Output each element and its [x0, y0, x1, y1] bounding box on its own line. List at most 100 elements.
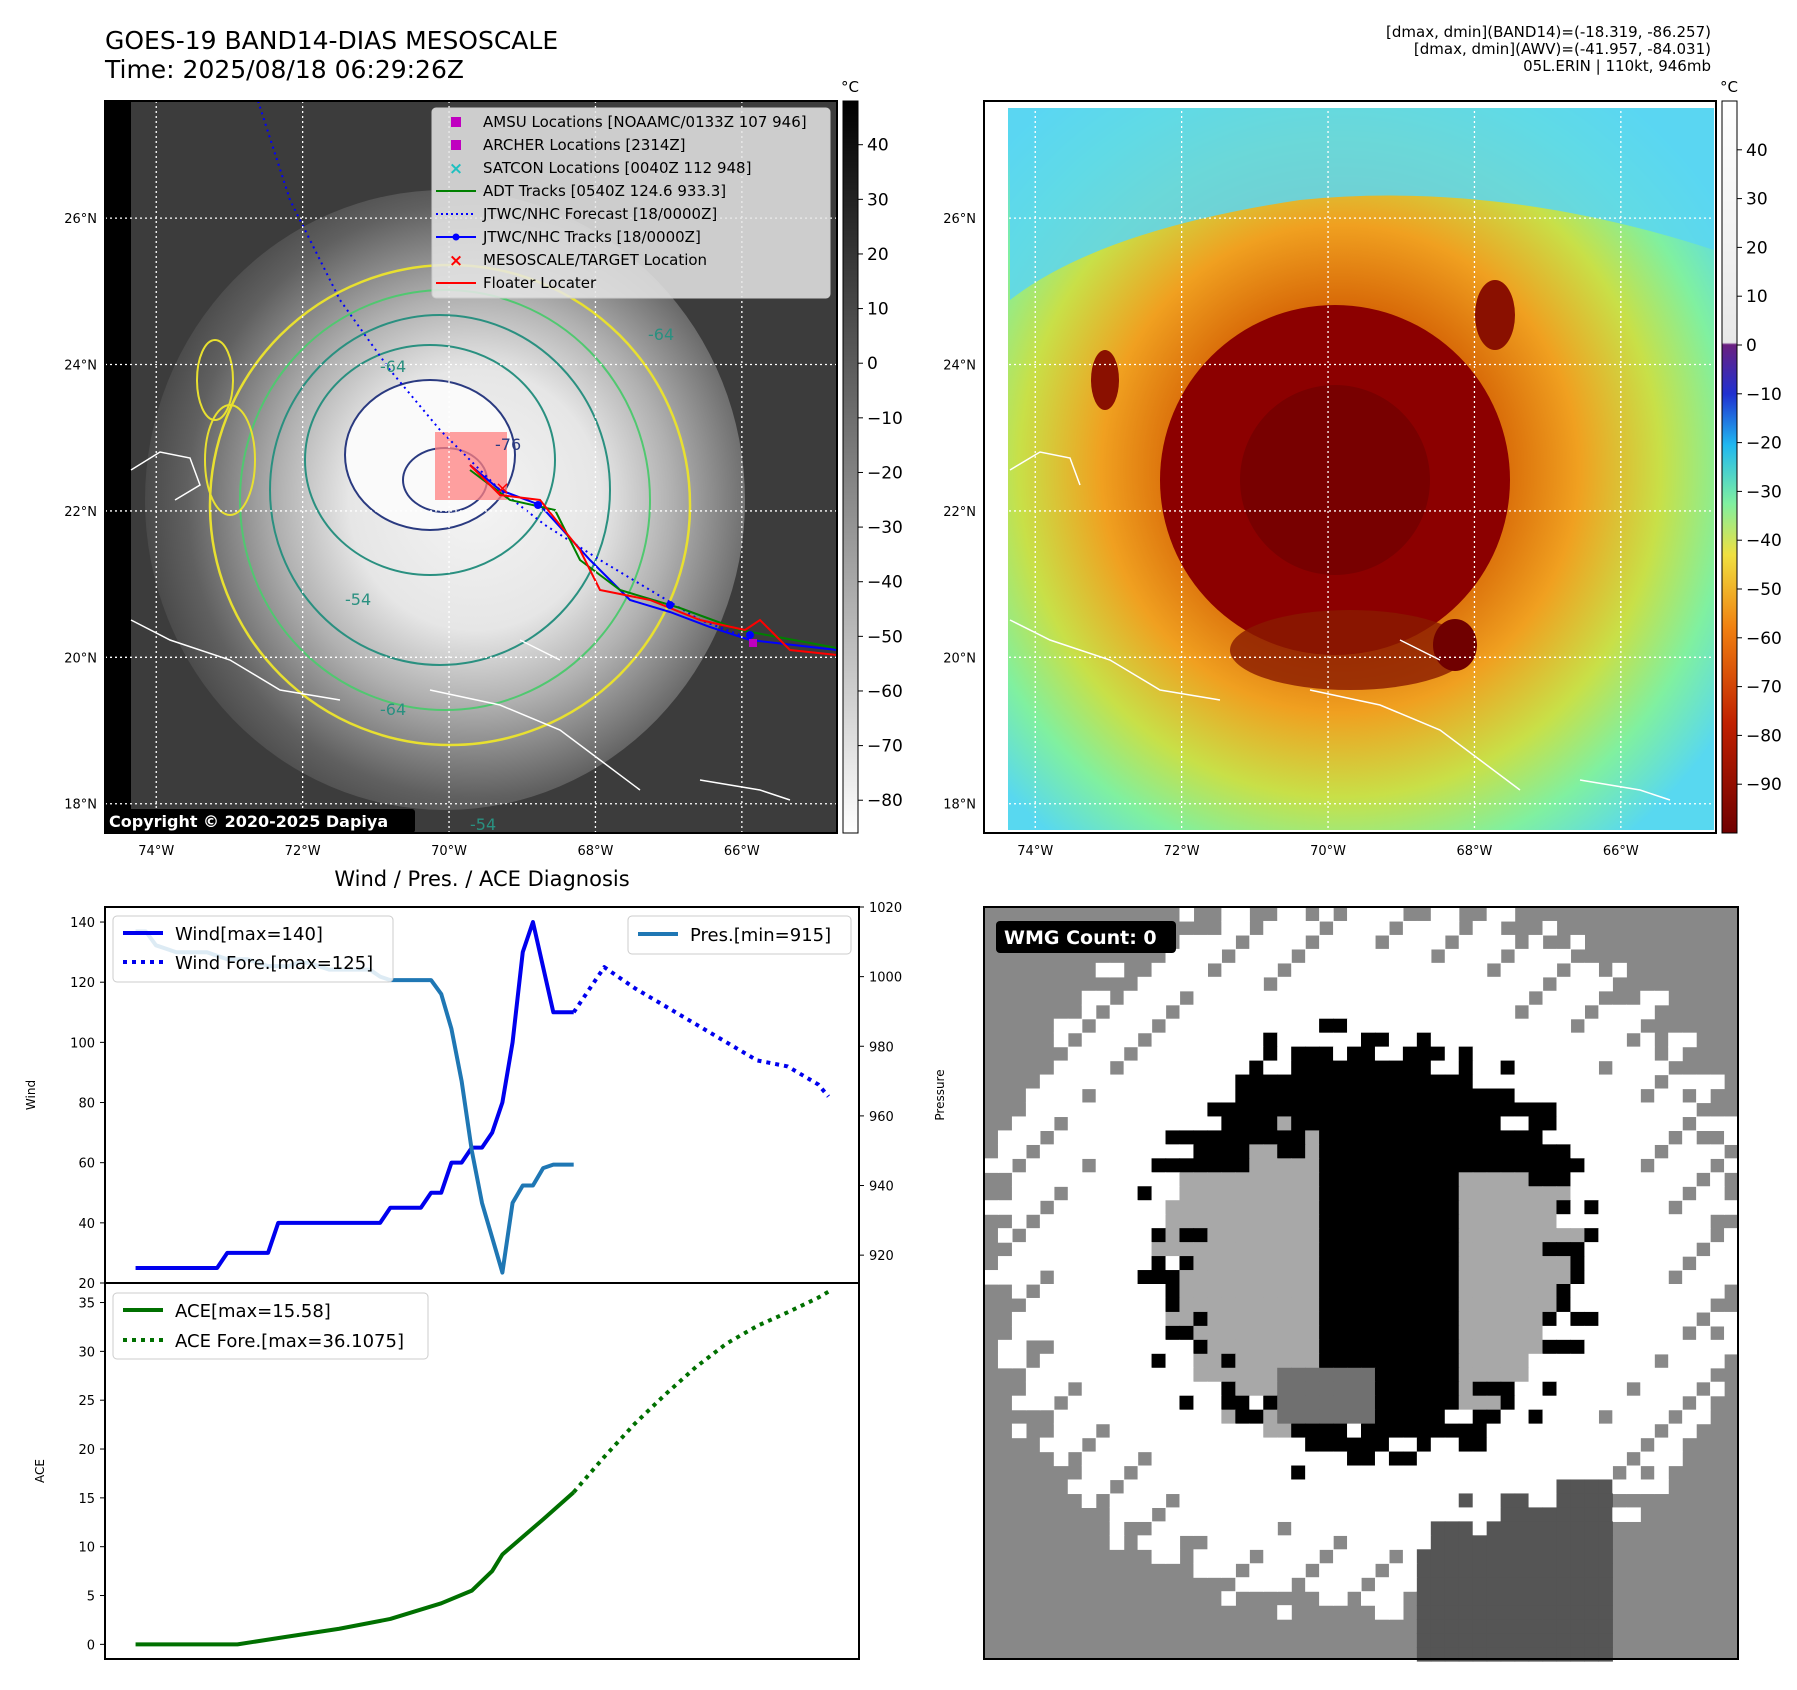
wmg-cell — [1402, 1046, 1418, 1062]
colorbar-tick-label: −40 — [867, 573, 903, 593]
wmg-cell — [1430, 1395, 1446, 1411]
wmg-cell — [1514, 1577, 1530, 1592]
wmg-cell — [1528, 1186, 1544, 1201]
ace-tick-label: 20 — [78, 1443, 95, 1458]
wmg-cell — [1095, 1479, 1111, 1495]
wmg-cell — [1402, 1409, 1418, 1425]
wmg-cell — [1514, 1032, 1530, 1048]
wmg-cell — [1137, 1507, 1153, 1522]
wmg-cell — [1542, 1647, 1558, 1662]
wmg-cell — [1235, 1521, 1250, 1536]
wmg-cell — [1528, 1200, 1544, 1215]
coastline — [130, 451, 791, 801]
series-line — [572, 965, 830, 1098]
wmg-cell — [1347, 1130, 1362, 1145]
wmg-cell — [1123, 1339, 1139, 1355]
wmg-cell — [1486, 1270, 1502, 1285]
wmg-cell — [1444, 1186, 1460, 1201]
wmg-cell — [1123, 1214, 1139, 1229]
wmg-cell — [1347, 1004, 1362, 1020]
wmg-cell — [1556, 1619, 1572, 1634]
wmg-cell — [1640, 1004, 1655, 1020]
wmg-cell — [1612, 1228, 1627, 1243]
wmg-cell — [1249, 1353, 1264, 1369]
colorbar-tick-label: 10 — [1746, 287, 1768, 307]
wmg-cell — [1444, 1242, 1460, 1257]
wmg-cell — [1458, 1186, 1474, 1201]
wmg-cell — [1207, 1158, 1222, 1173]
wmg-cell — [1500, 1018, 1516, 1034]
wmg-cell — [1542, 1228, 1558, 1243]
wmg-cell — [1668, 1339, 1683, 1355]
wmg-cell — [1542, 1158, 1558, 1173]
wmg-cell — [1151, 1535, 1167, 1550]
wmg-cell — [1612, 1339, 1627, 1355]
wmg-cell — [1235, 1144, 1250, 1159]
wmg-cell — [1514, 990, 1530, 1006]
wmg-cell — [1570, 1647, 1585, 1662]
wmg-cell — [1598, 1507, 1613, 1522]
wmg-cell — [1207, 1563, 1222, 1578]
wmg-cell — [1179, 907, 1195, 922]
legend-marker-x: × — [449, 159, 463, 179]
wmg-cell — [1109, 1172, 1125, 1187]
wmg-cell — [1277, 920, 1292, 936]
wmg-cell — [1193, 1507, 1208, 1522]
wmg-cell — [1528, 1172, 1544, 1187]
wmg-cell — [1305, 1507, 1320, 1522]
wmg-cell — [1333, 1102, 1348, 1118]
wmg-cell — [1235, 1200, 1250, 1215]
wmg-cell — [1668, 1172, 1683, 1187]
wmg-cell — [1263, 1018, 1278, 1034]
wmg-cell — [1081, 1395, 1097, 1411]
wmg-cell — [1305, 1018, 1320, 1034]
wmg-cell — [1277, 1186, 1292, 1201]
wmg-cell — [1528, 1423, 1544, 1439]
wmg-cell — [1542, 1339, 1558, 1355]
wmg-cell — [1472, 1507, 1488, 1522]
wmg-cell — [1137, 1060, 1153, 1076]
wmg-cell — [1444, 907, 1460, 922]
wmg-cell — [1361, 1535, 1376, 1550]
wmg-cell — [1542, 1004, 1558, 1020]
wmg-cell — [1291, 907, 1306, 922]
wmg-cell — [1486, 990, 1502, 1006]
wmg-cell — [1081, 1102, 1097, 1118]
wmg-cell — [1221, 1339, 1236, 1355]
pres-legend-label: Pres.[min=915] — [690, 925, 831, 946]
wmg-cell — [1123, 1032, 1139, 1048]
wmg-cell — [1402, 1242, 1418, 1257]
wmg-cell — [1193, 1549, 1208, 1564]
wmg-cell — [1556, 1605, 1572, 1620]
wmg-cell — [1514, 1270, 1530, 1285]
wmg-cell — [1123, 1200, 1139, 1215]
wmg-cell — [1207, 990, 1222, 1006]
wmg-cell — [1151, 1479, 1167, 1495]
wmg-cell — [1556, 1186, 1572, 1201]
wmg-cell — [1319, 1018, 1334, 1034]
wmg-cell — [1151, 1465, 1167, 1481]
wmg-cell — [1388, 1409, 1404, 1425]
wmg-cell — [1305, 1353, 1320, 1369]
wmg-cell — [1179, 1144, 1195, 1159]
wmg-cell — [1682, 1214, 1697, 1229]
lat-tick-label: 18°N — [64, 798, 97, 813]
wmg-cell — [1458, 1060, 1474, 1076]
wmg-cell — [1416, 1423, 1432, 1439]
wmg-cell — [1584, 1409, 1599, 1425]
wmg-cell — [1221, 1521, 1236, 1536]
wmg-cell — [1556, 1325, 1572, 1341]
wmg-cell — [1347, 1353, 1362, 1369]
wmg-cell — [1179, 1200, 1195, 1215]
wmg-cell — [1556, 1088, 1572, 1104]
wmg-cell — [1556, 1311, 1572, 1327]
wmg-cell — [1472, 1046, 1488, 1062]
wmg-cell — [1263, 948, 1278, 964]
wmg-cell — [1193, 1311, 1208, 1327]
wmg-cell — [1249, 1144, 1264, 1159]
wmg-cell — [1193, 1409, 1208, 1425]
wmg-cell — [1347, 1060, 1362, 1076]
contour-ring — [269, 314, 611, 666]
wmg-cell — [1305, 1451, 1320, 1467]
wmg-cell — [1486, 1144, 1502, 1159]
